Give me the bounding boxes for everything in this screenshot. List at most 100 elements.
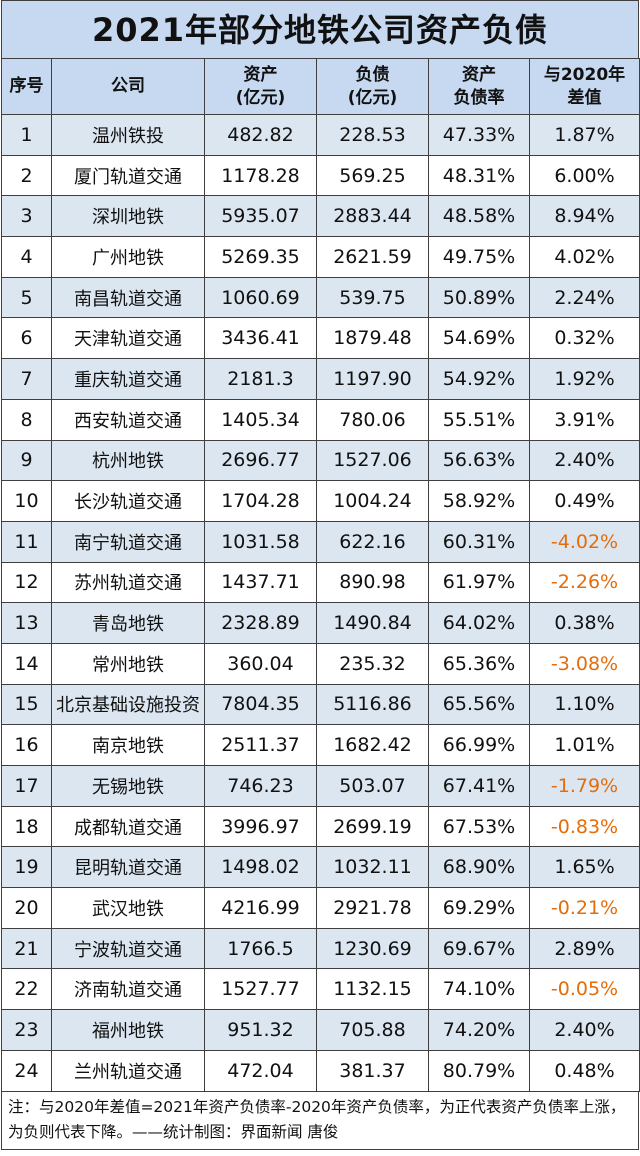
cell-company: 无锡地铁 bbox=[51, 765, 205, 807]
cell-ratio: 58.92% bbox=[428, 480, 530, 522]
cell-company: 成都轨道交通 bbox=[51, 805, 205, 848]
cell-assets: 1766.5 bbox=[204, 927, 317, 970]
cell-company: 福州地铁 bbox=[51, 1009, 205, 1051]
cell-assets: 5269.35 bbox=[204, 236, 317, 278]
cell-index: 14 bbox=[1, 642, 52, 685]
cell-ratio: 47.33% bbox=[428, 114, 530, 156]
cell-index: 3 bbox=[1, 195, 52, 238]
cell-diff: 1.01% bbox=[529, 724, 640, 766]
cell-assets: 1178.28 bbox=[204, 154, 317, 197]
cell-ratio: 67.53% bbox=[428, 805, 530, 848]
cell-ratio: 55.51% bbox=[428, 398, 530, 441]
cell-diff: 1.87% bbox=[529, 114, 640, 156]
cell-company: 南昌轨道交通 bbox=[51, 276, 205, 319]
cell-diff: 4.02% bbox=[529, 236, 640, 278]
cell-index: 9 bbox=[1, 439, 52, 482]
table-row: 15 北京基础设施投资 7804.35 5116.86 65.56% 1.10% bbox=[1, 683, 640, 726]
table-row: 13 青岛地铁 2328.89 1490.84 64.02% 0.38% bbox=[1, 602, 640, 644]
cell-ratio: 48.58% bbox=[428, 195, 530, 238]
cell-liabilities: 2883.44 bbox=[316, 195, 429, 238]
cell-index: 16 bbox=[1, 724, 52, 766]
cell-liabilities: 705.88 bbox=[316, 1009, 429, 1051]
header-liabilities: 负债 (亿元) bbox=[316, 58, 429, 115]
header-diff: 与2020年 差值 bbox=[529, 58, 640, 115]
cell-company: 常州地铁 bbox=[51, 642, 205, 685]
cell-ratio: 54.92% bbox=[428, 358, 530, 400]
cell-liabilities: 622.16 bbox=[316, 520, 429, 563]
table-row: 12 苏州轨道交通 1437.71 890.98 61.97% -2.26% bbox=[1, 561, 640, 604]
cell-company: 济南轨道交通 bbox=[51, 968, 205, 1011]
cell-ratio: 66.99% bbox=[428, 724, 530, 766]
table-row: 18 成都轨道交通 3996.97 2699.19 67.53% -0.83% bbox=[1, 805, 640, 848]
table-title: 2021年部分地铁公司资产负债 bbox=[1, 0, 639, 58]
cell-diff: 1.92% bbox=[529, 358, 640, 400]
table-row: 21 宁波轨道交通 1766.5 1230.69 69.67% 2.89% bbox=[1, 927, 640, 970]
cell-ratio: 67.41% bbox=[428, 765, 530, 807]
cell-ratio: 65.36% bbox=[428, 642, 530, 685]
cell-index: 12 bbox=[1, 561, 52, 604]
cell-assets: 472.04 bbox=[204, 1049, 317, 1092]
cell-ratio: 50.89% bbox=[428, 276, 530, 319]
cell-company: 青岛地铁 bbox=[51, 602, 205, 644]
cell-index: 11 bbox=[1, 520, 52, 563]
cell-liabilities: 1527.06 bbox=[316, 439, 429, 482]
cell-liabilities: 1032.11 bbox=[316, 846, 429, 889]
cell-index: 22 bbox=[1, 968, 52, 1011]
cell-assets: 1060.69 bbox=[204, 276, 317, 319]
cell-index: 19 bbox=[1, 846, 52, 889]
cell-assets: 482.82 bbox=[204, 114, 317, 156]
cell-company: 北京基础设施投资 bbox=[51, 683, 205, 726]
header-ratio-line1: 资产 bbox=[462, 64, 496, 85]
header-diff-line1: 与2020年 bbox=[543, 64, 626, 85]
cell-diff: -0.21% bbox=[529, 887, 640, 929]
table-row: 9 杭州地铁 2696.77 1527.06 56.63% 2.40% bbox=[1, 439, 640, 482]
cell-index: 7 bbox=[1, 358, 52, 400]
cell-diff: 0.32% bbox=[529, 317, 640, 360]
cell-liabilities: 2621.59 bbox=[316, 236, 429, 278]
cell-ratio: 74.20% bbox=[428, 1009, 530, 1051]
cell-liabilities: 1230.69 bbox=[316, 927, 429, 970]
cell-diff: 2.40% bbox=[529, 1009, 640, 1051]
table-row: 8 西安轨道交通 1405.34 780.06 55.51% 3.91% bbox=[1, 398, 640, 441]
header-index: 序号 bbox=[1, 58, 52, 115]
cell-index: 21 bbox=[1, 927, 52, 970]
header-assets-line2: (亿元) bbox=[235, 87, 286, 108]
cell-assets: 1498.02 bbox=[204, 846, 317, 889]
cell-liabilities: 1197.90 bbox=[316, 358, 429, 400]
cell-assets: 1437.71 bbox=[204, 561, 317, 604]
cell-index: 17 bbox=[1, 765, 52, 807]
cell-index: 8 bbox=[1, 398, 52, 441]
cell-ratio: 80.79% bbox=[428, 1049, 530, 1092]
cell-assets: 3436.41 bbox=[204, 317, 317, 360]
cell-ratio: 74.10% bbox=[428, 968, 530, 1011]
cell-assets: 2511.37 bbox=[204, 724, 317, 766]
cell-index: 4 bbox=[1, 236, 52, 278]
header-ratio: 资产 负债率 bbox=[428, 58, 530, 115]
cell-assets: 1527.77 bbox=[204, 968, 317, 1011]
cell-company: 长沙轨道交通 bbox=[51, 480, 205, 522]
cell-diff: 0.49% bbox=[529, 480, 640, 522]
header-company: 公司 bbox=[51, 58, 205, 115]
cell-diff: 1.10% bbox=[529, 683, 640, 726]
cell-assets: 951.32 bbox=[204, 1009, 317, 1051]
cell-ratio: 54.69% bbox=[428, 317, 530, 360]
cell-company: 温州铁投 bbox=[51, 114, 205, 156]
cell-ratio: 61.97% bbox=[428, 561, 530, 604]
cell-company: 兰州轨道交通 bbox=[51, 1049, 205, 1092]
footnote: 注：与2020年差值=2021年资产负债率-2020年资产负债率，为正代表资产负… bbox=[1, 1091, 639, 1150]
table-row: 2 厦门轨道交通 1178.28 569.25 48.31% 6.00% bbox=[1, 154, 640, 197]
table-row: 6 天津轨道交通 3436.41 1879.48 54.69% 0.32% bbox=[1, 317, 640, 360]
table-row: 22 济南轨道交通 1527.77 1132.15 74.10% -0.05% bbox=[1, 968, 640, 1011]
cell-liabilities: 539.75 bbox=[316, 276, 429, 319]
cell-assets: 1405.34 bbox=[204, 398, 317, 441]
table-row: 1 温州铁投 482.82 228.53 47.33% 1.87% bbox=[1, 114, 640, 156]
cell-liabilities: 1682.42 bbox=[316, 724, 429, 766]
cell-company: 南京地铁 bbox=[51, 724, 205, 766]
cell-diff: 2.89% bbox=[529, 927, 640, 970]
cell-liabilities: 5116.86 bbox=[316, 683, 429, 726]
cell-company: 武汉地铁 bbox=[51, 887, 205, 929]
cell-company: 昆明轨道交通 bbox=[51, 846, 205, 889]
table-row: 5 南昌轨道交通 1060.69 539.75 50.89% 2.24% bbox=[1, 276, 640, 319]
cell-assets: 2181.3 bbox=[204, 358, 317, 400]
